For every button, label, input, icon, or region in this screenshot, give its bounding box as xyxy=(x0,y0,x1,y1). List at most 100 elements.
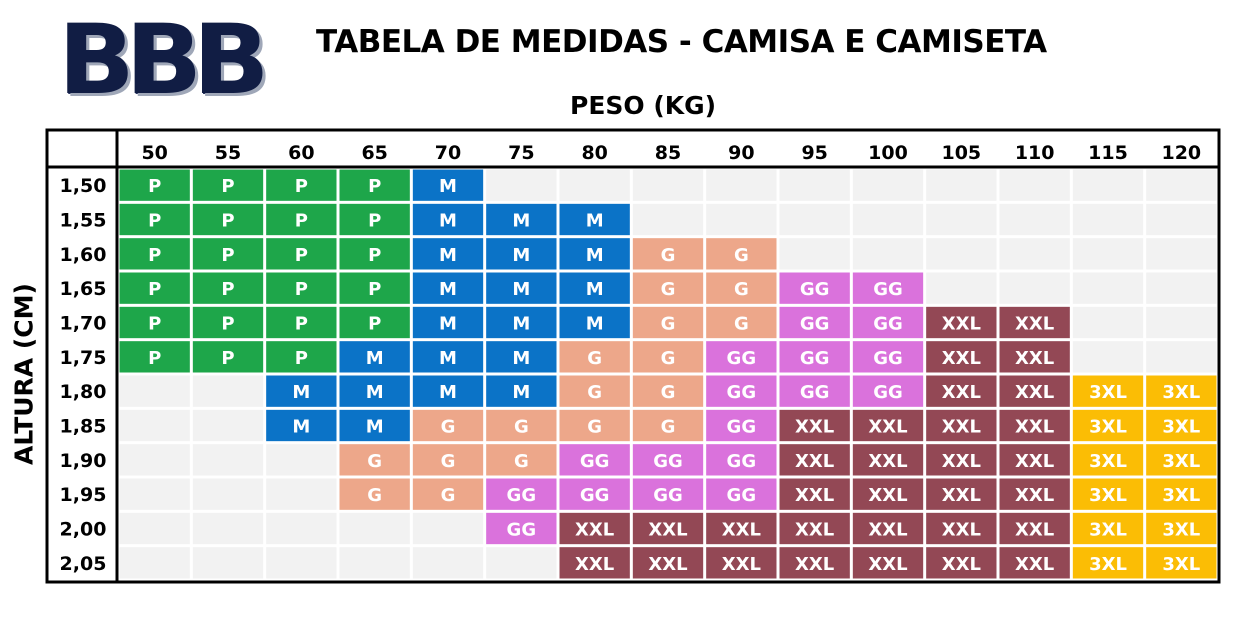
size-cell xyxy=(119,238,190,270)
size-label: 3XL xyxy=(1162,382,1200,403)
size-label: 3XL xyxy=(1162,485,1200,506)
empty-cell xyxy=(926,203,997,236)
size-cell xyxy=(486,306,557,339)
empty-cell xyxy=(706,169,777,201)
size-cell xyxy=(339,238,410,270)
size-label: P xyxy=(221,176,234,197)
size-cell xyxy=(559,547,630,579)
size-label: XXL xyxy=(942,485,981,506)
size-label: 3XL xyxy=(1089,417,1127,438)
size-cell xyxy=(926,409,997,442)
size-label: XXL xyxy=(942,348,981,369)
size-cell xyxy=(412,272,484,304)
size-label: XXL xyxy=(795,451,834,472)
row-header: 1,65 xyxy=(60,278,107,300)
size-label: M xyxy=(292,417,310,438)
size-cell xyxy=(192,306,264,339)
size-cell xyxy=(486,272,557,304)
size-cell xyxy=(706,547,777,579)
size-label: XXL xyxy=(868,417,907,438)
size-label: XXL xyxy=(575,520,614,541)
size-cell xyxy=(632,238,704,270)
empty-cell xyxy=(119,375,190,407)
empty-cell xyxy=(266,444,337,476)
size-label: G xyxy=(367,451,382,472)
size-cell xyxy=(852,512,924,545)
size-label: GG xyxy=(653,485,683,506)
empty-cell xyxy=(486,547,557,579)
size-label: XXL xyxy=(1015,451,1054,472)
column-header: 65 xyxy=(361,142,387,164)
size-label: XXL xyxy=(795,520,834,541)
size-label: P xyxy=(221,314,234,335)
size-cell xyxy=(486,512,557,545)
size-cell xyxy=(852,547,924,579)
column-header: 115 xyxy=(1088,142,1128,164)
size-cell xyxy=(192,272,264,304)
row-header: 1,70 xyxy=(60,313,107,335)
size-cell xyxy=(1146,409,1217,442)
empty-cell xyxy=(266,547,337,579)
size-cell xyxy=(779,341,850,373)
size-label: G xyxy=(661,348,676,369)
size-label: G xyxy=(734,245,749,266)
size-cell xyxy=(486,409,557,442)
size-label: P xyxy=(221,245,234,266)
column-header: 60 xyxy=(288,142,314,164)
size-cell xyxy=(779,547,850,579)
column-header: 70 xyxy=(435,142,461,164)
size-label: GG xyxy=(873,314,903,335)
empty-cell xyxy=(779,238,850,270)
size-cell xyxy=(486,444,557,476)
empty-cell xyxy=(926,238,997,270)
size-label: G xyxy=(661,245,676,266)
size-cell xyxy=(412,375,484,407)
size-label: XXL xyxy=(942,451,981,472)
size-label: M xyxy=(439,382,457,403)
size-cell xyxy=(779,478,850,510)
empty-cell xyxy=(1072,238,1144,270)
empty-cell xyxy=(1072,169,1144,201)
size-cell xyxy=(926,375,997,407)
size-label: XXL xyxy=(1015,485,1054,506)
size-label: GG xyxy=(873,382,903,403)
column-header: 50 xyxy=(141,142,167,164)
size-cell xyxy=(706,375,777,407)
size-cell xyxy=(779,306,850,339)
size-label: P xyxy=(368,245,381,266)
size-label: G xyxy=(661,314,676,335)
size-label: G xyxy=(587,348,602,369)
empty-cell xyxy=(926,272,997,304)
column-header: 55 xyxy=(215,142,241,164)
size-label: M xyxy=(512,211,530,232)
empty-cell xyxy=(119,512,190,545)
size-label: XXL xyxy=(1015,314,1054,335)
size-label: M xyxy=(439,348,457,369)
empty-cell xyxy=(999,203,1070,236)
size-label: 3XL xyxy=(1089,382,1127,403)
size-cell xyxy=(999,306,1070,339)
size-cell xyxy=(852,306,924,339)
size-cell xyxy=(339,306,410,339)
empty-cell xyxy=(1146,341,1217,373)
size-label: GG xyxy=(873,279,903,300)
empty-cell xyxy=(266,478,337,510)
size-cell xyxy=(266,169,337,201)
size-label: G xyxy=(514,451,529,472)
column-header: 110 xyxy=(1015,142,1055,164)
empty-cell xyxy=(559,169,630,201)
size-cell xyxy=(119,306,190,339)
size-cell xyxy=(412,306,484,339)
size-cell xyxy=(779,444,850,476)
size-cell xyxy=(999,478,1070,510)
empty-cell xyxy=(1072,306,1144,339)
size-label: P xyxy=(148,245,161,266)
size-cell xyxy=(266,272,337,304)
size-cell xyxy=(706,238,777,270)
size-label: P xyxy=(368,176,381,197)
empty-cell xyxy=(632,169,704,201)
size-cell xyxy=(119,272,190,304)
column-header: 105 xyxy=(941,142,981,164)
size-cell xyxy=(486,238,557,270)
size-cell xyxy=(632,512,704,545)
